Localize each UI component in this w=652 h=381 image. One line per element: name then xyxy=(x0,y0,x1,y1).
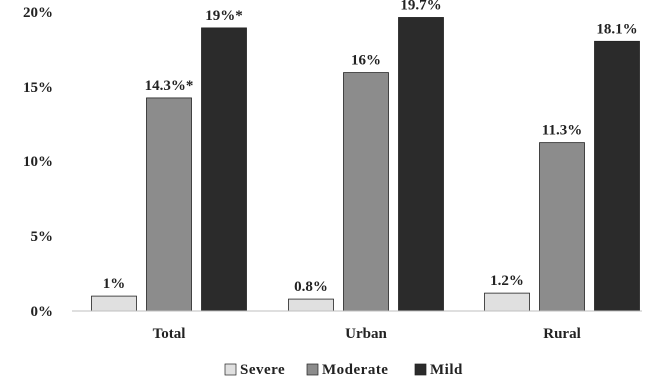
bar-rural-moderate xyxy=(539,142,585,312)
data-label-urban-severe: 0.8% xyxy=(294,279,328,295)
y-tick-label-10: 10% xyxy=(23,154,53,170)
legend: Severe Moderate Mild xyxy=(224,362,463,378)
x-tick-label-total: Total xyxy=(153,326,186,342)
y-tick-label-20: 20% xyxy=(23,5,53,21)
data-label-rural-mild: 18.1% xyxy=(596,21,637,37)
legend-label-mild: Mild xyxy=(430,362,463,378)
y-tick-label-5: 5% xyxy=(31,229,54,245)
x-axis: Total Urban Rural xyxy=(153,326,581,342)
data-label-total-severe: 1% xyxy=(103,276,126,292)
bar-urban-mild xyxy=(398,17,444,312)
data-label-urban-mild: 19.7% xyxy=(400,0,441,13)
bar-rural-severe xyxy=(484,292,530,312)
bar-urban-moderate xyxy=(343,72,389,312)
bar-total-severe xyxy=(91,295,137,312)
legend-label-moderate: Moderate xyxy=(322,362,388,378)
bar-total-mild xyxy=(201,27,247,312)
x-tick-label-urban: Urban xyxy=(345,326,387,342)
legend-swatch-mild xyxy=(414,363,427,376)
data-label-total-moderate: 14.3%* xyxy=(145,78,194,94)
data-label-rural-moderate: 11.3% xyxy=(542,123,582,139)
legend-label-severe: Severe xyxy=(240,362,285,378)
bar-rural-mild xyxy=(594,40,640,312)
x-tick-label-rural: Rural xyxy=(543,326,581,342)
bars-group: 1% 14.3%* 19%* 0.8% 16% 19.7% 1.2% 11.3% 18.1% xyxy=(91,0,640,312)
y-axis: 0% 5% 10% 15% 20% xyxy=(23,5,53,320)
bar-total-moderate xyxy=(146,97,192,312)
data-label-urban-moderate: 16% xyxy=(351,53,381,69)
data-label-rural-severe: 1.2% xyxy=(490,273,524,289)
bar-urban-severe xyxy=(288,298,334,312)
legend-swatch-moderate xyxy=(306,363,319,376)
y-tick-label-0: 0% xyxy=(31,304,54,320)
data-label-total-mild: 19%* xyxy=(205,8,243,24)
y-tick-label-15: 15% xyxy=(23,80,53,96)
legend-swatch-severe xyxy=(224,363,237,376)
